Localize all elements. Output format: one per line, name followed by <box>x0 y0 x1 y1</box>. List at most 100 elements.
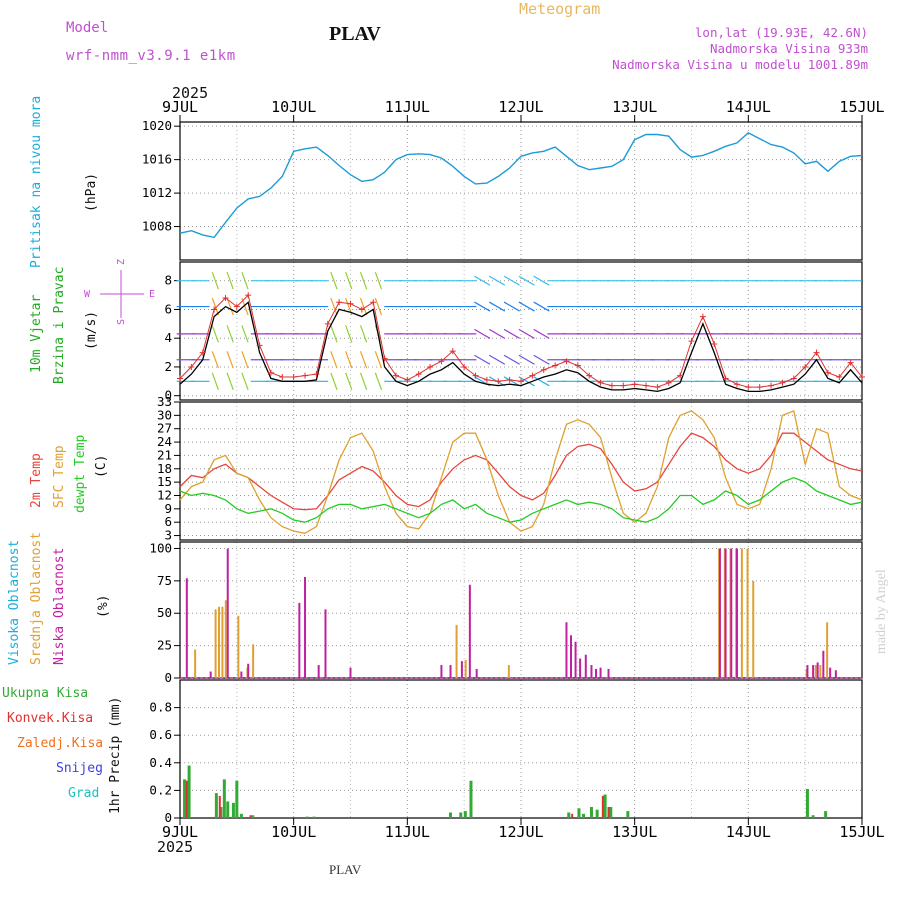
precip-bar-conv <box>249 815 252 818</box>
wind-gust-marker <box>233 303 240 310</box>
ytick-label-2-5: 18 <box>157 461 172 476</box>
wind-gust-marker <box>756 384 763 391</box>
wind-gust-marker <box>495 378 502 385</box>
wind-gust-marker <box>836 374 843 380</box>
wind-arrow <box>374 297 383 316</box>
wind-gust-marker <box>790 375 797 382</box>
wind-gust-marker <box>324 320 331 327</box>
wind-arrow <box>211 325 219 343</box>
wind-gust-marker <box>245 292 252 299</box>
ytick-label-3-1: 25 <box>157 638 172 653</box>
wind-gust-marker <box>404 376 411 383</box>
wind-gust-marker <box>677 372 684 379</box>
wind-gust-marker <box>688 338 695 345</box>
precip-legend-snow: Snijeg <box>56 761 103 776</box>
wind-gust-marker <box>552 362 559 369</box>
wind-gust-marker <box>654 384 661 391</box>
wind-gust-marker <box>859 374 865 380</box>
precip-bar-total <box>603 794 607 818</box>
precip-bar-conv <box>185 780 188 818</box>
wind-gust-marker <box>483 376 490 383</box>
wind-gust-marker <box>733 381 740 388</box>
temp-t2m-line <box>179 432 863 511</box>
precip-bar-total <box>305 816 309 818</box>
wind-arrow <box>488 275 506 286</box>
xlabel-top-5: 14JUL <box>726 98 771 116</box>
altitude-label: Nadmorska Visina 933m <box>709 41 868 56</box>
wind-gust-marker <box>574 362 581 369</box>
wind-gust-marker <box>358 306 365 313</box>
ytick-label-2-3: 12 <box>157 487 172 502</box>
wind-arrow <box>518 354 535 365</box>
wind-arrow <box>330 372 338 390</box>
wind-gust-marker <box>302 372 309 379</box>
wind-gust-marker <box>643 382 650 389</box>
wind-gust-marker <box>824 369 831 376</box>
ytick-label-2-10: 33 <box>157 394 172 409</box>
ytick-label-2-9: 30 <box>157 407 172 422</box>
precip-bar-total <box>463 811 467 818</box>
precip-bar-total <box>811 815 815 818</box>
wind-gust-marker <box>847 359 854 366</box>
wind-gust-marker <box>665 379 672 386</box>
panel-frame-1 <box>179 261 863 401</box>
wind-arrow <box>345 372 353 390</box>
wind-arrow <box>359 372 368 390</box>
wind-arrow <box>226 372 234 390</box>
ytick-label-2-8: 27 <box>157 421 172 436</box>
wind-gust-marker <box>279 374 286 380</box>
year-bottom: 2025 <box>157 838 194 856</box>
wind-gust-marker <box>529 372 536 379</box>
precip-bar-total <box>577 808 581 818</box>
meteogram-label: Meteogram <box>519 0 601 18</box>
ytick-label-1-4: 8 <box>164 273 172 288</box>
wind-arrow <box>211 351 219 369</box>
ytick-label-1-3: 6 <box>164 301 172 316</box>
precip-bar-total <box>469 780 473 818</box>
ytick-label-1-0: 0 <box>164 388 172 403</box>
wind-arrow <box>241 272 249 290</box>
xlabel-top-2: 11JUL <box>385 98 430 116</box>
wind-gust-marker <box>370 299 377 306</box>
wind-gust-marker <box>449 348 456 355</box>
wind-arrow <box>226 297 234 316</box>
wind-arrow <box>374 272 383 290</box>
wind-arrow <box>518 301 535 312</box>
model-label: Model <box>66 20 109 36</box>
wind-arrow <box>474 301 491 312</box>
wind-arrow <box>533 354 550 365</box>
wind-gust-marker <box>586 372 593 379</box>
wind-arrow <box>330 325 338 343</box>
ytick-label-3-3: 75 <box>157 573 172 588</box>
ytick-label-3-4: 100 <box>149 540 172 555</box>
xlabel-top-1: 10JUL <box>271 98 316 116</box>
wind-rose-s: S <box>116 319 127 325</box>
wind-arrow <box>503 354 520 365</box>
precip-bar-total <box>805 789 809 818</box>
ytick-label-4-3: 0.6 <box>149 727 172 742</box>
wind-arrow <box>533 376 550 387</box>
wind-arrow <box>474 328 491 339</box>
wind-gust-marker <box>267 369 274 376</box>
xlabel-bot-0: 9JUL <box>162 823 198 841</box>
temp-sfc-line <box>179 410 863 534</box>
wind-arrow <box>330 351 338 369</box>
wind-gust-marker <box>427 363 434 370</box>
wind-gust-marker <box>768 382 775 389</box>
wind-arrow <box>488 328 506 339</box>
wind-gust-marker <box>779 379 786 386</box>
wind-gust-marker <box>438 358 445 365</box>
wind-black-line <box>179 301 863 393</box>
ytick-label-4-1: 0.2 <box>149 782 172 797</box>
precip-bar-total <box>824 811 828 818</box>
wind-arrow <box>488 354 506 365</box>
precip-bar-total <box>219 806 223 818</box>
year-top: 2025 <box>172 84 209 102</box>
xlabel-bot-1: 10JUL <box>271 823 316 841</box>
ytick-label-2-0: 3 <box>164 528 172 543</box>
precip-bar-total <box>222 779 226 818</box>
wind-arrow <box>518 275 535 286</box>
wind-gust-marker <box>620 382 627 389</box>
wind-rose-z: Z <box>116 259 127 265</box>
wind-arrow <box>533 301 550 312</box>
